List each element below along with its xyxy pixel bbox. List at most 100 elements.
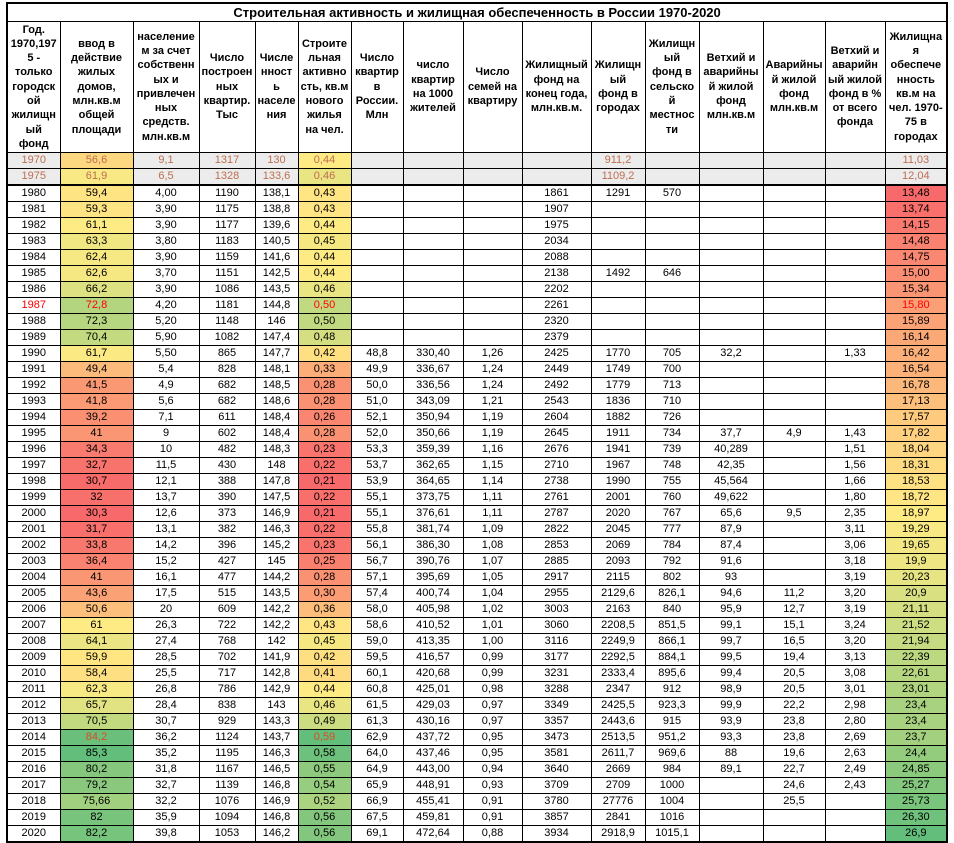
table-cell[interactable]: 139,6 — [254, 217, 299, 235]
table-cell[interactable]: 88 — [698, 745, 764, 763]
table-cell[interactable] — [402, 265, 464, 283]
table-cell[interactable]: 31,7 — [59, 521, 134, 539]
table-cell[interactable]: 0,28 — [297, 393, 352, 411]
table-cell[interactable]: 682 — [198, 377, 256, 395]
table-cell[interactable] — [590, 329, 646, 347]
table-cell[interactable]: 3116 — [521, 633, 592, 651]
table-cell[interactable]: 20,23 — [884, 569, 948, 587]
table-cell[interactable]: 3640 — [521, 761, 592, 779]
table-cell[interactable]: 143,3 — [254, 713, 299, 731]
table-cell[interactable]: 53,7 — [350, 457, 404, 475]
col-header-8[interactable]: число квартир на 1000 жителей — [402, 20, 464, 154]
table-cell[interactable]: 79,2 — [59, 777, 134, 795]
table-cell[interactable]: 18,53 — [884, 473, 948, 491]
table-cell[interactable]: 0,22 — [297, 489, 352, 507]
table-cell[interactable]: 2249,9 — [590, 633, 646, 651]
table-cell[interactable]: 611 — [198, 409, 256, 427]
table-cell[interactable]: 142,8 — [254, 665, 299, 683]
year-cell[interactable]: 2010 — [6, 665, 61, 683]
table-cell[interactable] — [590, 249, 646, 267]
table-cell[interactable]: 1492 — [590, 265, 646, 283]
table-cell[interactable]: 336,56 — [402, 377, 464, 395]
table-cell[interactable]: 30,7 — [132, 713, 200, 731]
table-cell[interactable]: 1016 — [644, 809, 700, 827]
table-cell[interactable]: 443,00 — [402, 761, 464, 779]
table-cell[interactable] — [698, 265, 764, 283]
col-header-1[interactable]: Год. 1970,1975 - только городской жилищн… — [6, 20, 61, 154]
table-cell[interactable]: 13,1 — [132, 521, 200, 539]
table-cell[interactable]: 30,3 — [59, 505, 134, 523]
year-cell[interactable]: 1998 — [6, 473, 61, 491]
table-cell[interactable] — [644, 281, 700, 299]
table-cell[interactable]: 382 — [198, 521, 256, 539]
table-cell[interactable]: 0,46 — [297, 281, 352, 299]
table-cell[interactable]: 70,4 — [59, 329, 134, 347]
table-cell[interactable]: 0,95 — [462, 745, 523, 763]
table-cell[interactable]: 5,20 — [132, 313, 200, 331]
table-cell[interactable] — [462, 233, 523, 251]
table-cell[interactable]: 1151 — [198, 265, 256, 283]
table-cell[interactable]: 1,11 — [462, 505, 523, 523]
table-cell[interactable]: 52,1 — [350, 409, 404, 427]
table-cell[interactable]: 146,9 — [254, 505, 299, 523]
table-cell[interactable]: 748 — [644, 457, 700, 475]
table-cell[interactable]: 24,6 — [762, 777, 826, 795]
table-cell[interactable]: 430 — [198, 457, 256, 475]
table-cell[interactable]: 26,9 — [884, 825, 948, 843]
table-cell[interactable]: 4,9 — [132, 377, 200, 395]
table-cell[interactable]: 147,4 — [254, 329, 299, 347]
table-cell[interactable]: 25,5 — [762, 793, 826, 811]
table-cell[interactable] — [644, 297, 700, 315]
table-cell[interactable]: 3177 — [521, 649, 592, 667]
table-cell[interactable]: 1,26 — [462, 345, 523, 363]
table-cell[interactable]: 98,9 — [698, 681, 764, 699]
table-cell[interactable]: 146,9 — [254, 793, 299, 811]
table-cell[interactable]: 61,5 — [350, 697, 404, 715]
table-cell[interactable]: 59,3 — [59, 201, 134, 219]
table-cell[interactable]: 0,93 — [462, 777, 523, 795]
table-cell[interactable]: 4,00 — [132, 184, 200, 203]
table-cell[interactable]: 0,50 — [297, 313, 352, 331]
year-cell[interactable]: 2020 — [6, 825, 61, 843]
year-cell[interactable]: 1981 — [6, 201, 61, 219]
table-cell[interactable]: 609 — [198, 601, 256, 619]
year-cell[interactable]: 2011 — [6, 681, 61, 699]
table-cell[interactable]: 1,51 — [824, 441, 886, 459]
table-cell[interactable] — [462, 217, 523, 235]
table-cell[interactable] — [521, 168, 592, 187]
table-cell[interactable]: 22,2 — [762, 697, 826, 715]
table-cell[interactable]: 1004 — [644, 793, 700, 811]
table-cell[interactable] — [462, 249, 523, 267]
col-header-15[interactable]: Ветхий и аварийный жилой фонд в % от все… — [824, 20, 886, 154]
table-cell[interactable]: 1,04 — [462, 585, 523, 603]
table-cell[interactable]: 22,39 — [884, 649, 948, 667]
table-cell[interactable] — [824, 217, 886, 235]
table-cell[interactable]: 330,40 — [402, 345, 464, 363]
table-cell[interactable]: 5,90 — [132, 329, 200, 347]
table-cell[interactable]: 133,6 — [254, 168, 299, 187]
table-cell[interactable]: 0,88 — [462, 825, 523, 843]
table-cell[interactable]: 1,08 — [462, 537, 523, 555]
table-cell[interactable]: 0,44 — [297, 681, 352, 699]
year-cell[interactable]: 2005 — [6, 585, 61, 603]
table-cell[interactable]: 895,6 — [644, 665, 700, 683]
table-cell[interactable] — [824, 184, 886, 203]
table-cell[interactable] — [402, 217, 464, 235]
table-cell[interactable]: 24,4 — [884, 745, 948, 763]
table-cell[interactable]: 3,90 — [132, 281, 200, 299]
table-cell[interactable]: 1,16 — [462, 441, 523, 459]
table-cell[interactable]: 1941 — [590, 441, 646, 459]
table-cell[interactable] — [698, 233, 764, 251]
table-cell[interactable]: 350,94 — [402, 409, 464, 427]
table-cell[interactable]: 400,74 — [402, 585, 464, 603]
table-cell[interactable]: 49,9 — [350, 361, 404, 379]
table-cell[interactable]: 437,72 — [402, 729, 464, 747]
table-cell[interactable]: 0,41 — [297, 665, 352, 683]
table-cell[interactable]: 17,13 — [884, 393, 948, 411]
year-cell[interactable]: 1999 — [6, 489, 61, 507]
year-cell[interactable]: 1980 — [6, 184, 61, 203]
table-cell[interactable]: 929 — [198, 713, 256, 731]
table-cell[interactable]: 145,2 — [254, 537, 299, 555]
table-cell[interactable]: 15,1 — [762, 617, 826, 635]
table-cell[interactable]: 3473 — [521, 729, 592, 747]
